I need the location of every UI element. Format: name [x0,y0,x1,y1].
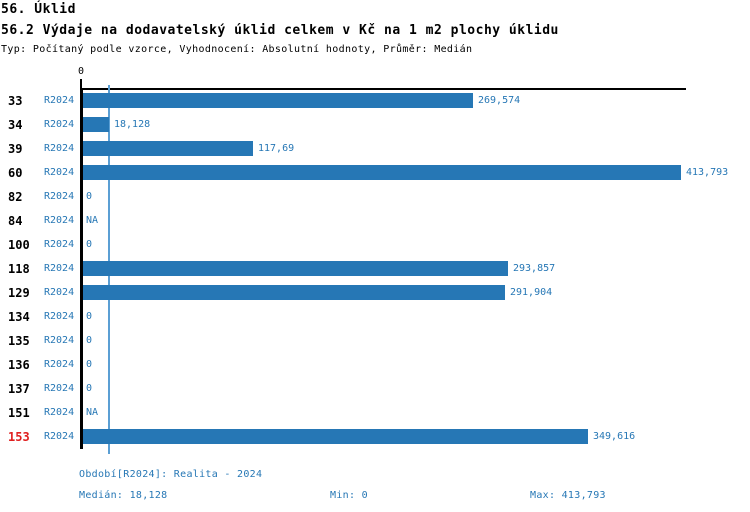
page-title: 56. Úklid [1,2,76,17]
chart-row-33: 33 R2024 269,574 [0,89,750,113]
bar-value-label: 413,793 [686,167,729,178]
row-period-label: R2024 [44,143,75,154]
bar-value-label: 0 [86,191,93,202]
chart-row-151: 151 R2024 NA [0,401,750,425]
row-category-label: 33 [8,94,23,108]
bar [83,261,508,276]
bar [83,165,681,180]
row-period-label: R2024 [44,431,75,442]
row-category-label: 151 [8,406,30,420]
chart-row-137: 137 R2024 0 [0,377,750,401]
chart-meta-line: Typ: Počítaný podle vzorce, Vyhodnocení:… [1,44,473,55]
bar-value-label: 0 [86,359,93,370]
row-category-label: 60 [8,166,23,180]
footer-min-stat: Min: 0 [330,490,368,501]
row-category-label: 118 [8,262,30,276]
row-category-label: 135 [8,334,30,348]
row-period-label: R2024 [44,215,75,226]
chart-row-153: 153 R2024 349,616 [0,425,750,449]
chart-row-39: 39 R2024 117,69 [0,137,750,161]
chart-row-134: 134 R2024 0 [0,305,750,329]
row-period-label: R2024 [44,95,75,106]
footer-median-stat: Medián: 18,128 [79,490,168,501]
chart-row-100: 100 R2024 0 [0,233,750,257]
row-period-label: R2024 [44,287,75,298]
chart-row-135: 135 R2024 0 [0,329,750,353]
row-period-label: R2024 [44,407,75,418]
chart-row-84: 84 R2024 NA [0,209,750,233]
row-period-label: R2024 [44,383,75,394]
row-category-label: 134 [8,310,30,324]
bar-value-label: 0 [86,239,93,250]
category-axis-line [80,88,83,449]
bar-value-label: 293,857 [513,263,556,274]
bar-value-label: 0 [86,335,93,346]
bar-value-label: 0 [86,383,93,394]
row-period-label: R2024 [44,311,75,322]
row-category-label: 82 [8,190,23,204]
chart-row-34: 34 R2024 18,128 [0,113,750,137]
row-period-label: R2024 [44,359,75,370]
row-period-label: R2024 [44,263,75,274]
row-category-label: 34 [8,118,23,132]
bar-value-label: NA [86,215,99,226]
chart-row-136: 136 R2024 0 [0,353,750,377]
bar-value-label: 269,574 [478,95,521,106]
footer-period-label: Období[R2024]: Realita - 2024 [79,469,263,480]
axis-zero-tick-mark [80,79,82,88]
bar-value-label: 349,616 [593,431,636,442]
bar-value-label: 0 [86,311,93,322]
bar [83,429,588,444]
chart-title: 56.2 Výdaje na dodavatelský úklid celkem… [1,23,559,38]
bar-value-label: NA [86,407,99,418]
axis-zero-tick-label: 0 [77,66,85,77]
row-period-label: R2024 [44,191,75,202]
row-category-label: 129 [8,286,30,300]
bar-value-label: 18,128 [114,119,151,130]
bar-value-label: 291,904 [510,287,553,298]
row-category-label: 84 [8,214,23,228]
chart-row-82: 82 R2024 0 [0,185,750,209]
row-period-label: R2024 [44,119,75,130]
bar [83,141,253,156]
bar [83,285,505,300]
row-category-label: 153 [8,430,30,444]
row-category-label: 137 [8,382,30,396]
row-period-label: R2024 [44,335,75,346]
bar [83,93,473,108]
row-period-label: R2024 [44,167,75,178]
footer-max-stat: Max: 413,793 [530,490,606,501]
value-axis-line [81,88,686,90]
row-category-label: 100 [8,238,30,252]
bar-value-label: 117,69 [258,143,295,154]
bar [83,117,109,132]
chart-row-129: 129 R2024 291,904 [0,281,750,305]
row-category-label: 136 [8,358,30,372]
chart-row-118: 118 R2024 293,857 [0,257,750,281]
row-period-label: R2024 [44,239,75,250]
row-category-label: 39 [8,142,23,156]
chart-row-60: 60 R2024 413,793 [0,161,750,185]
